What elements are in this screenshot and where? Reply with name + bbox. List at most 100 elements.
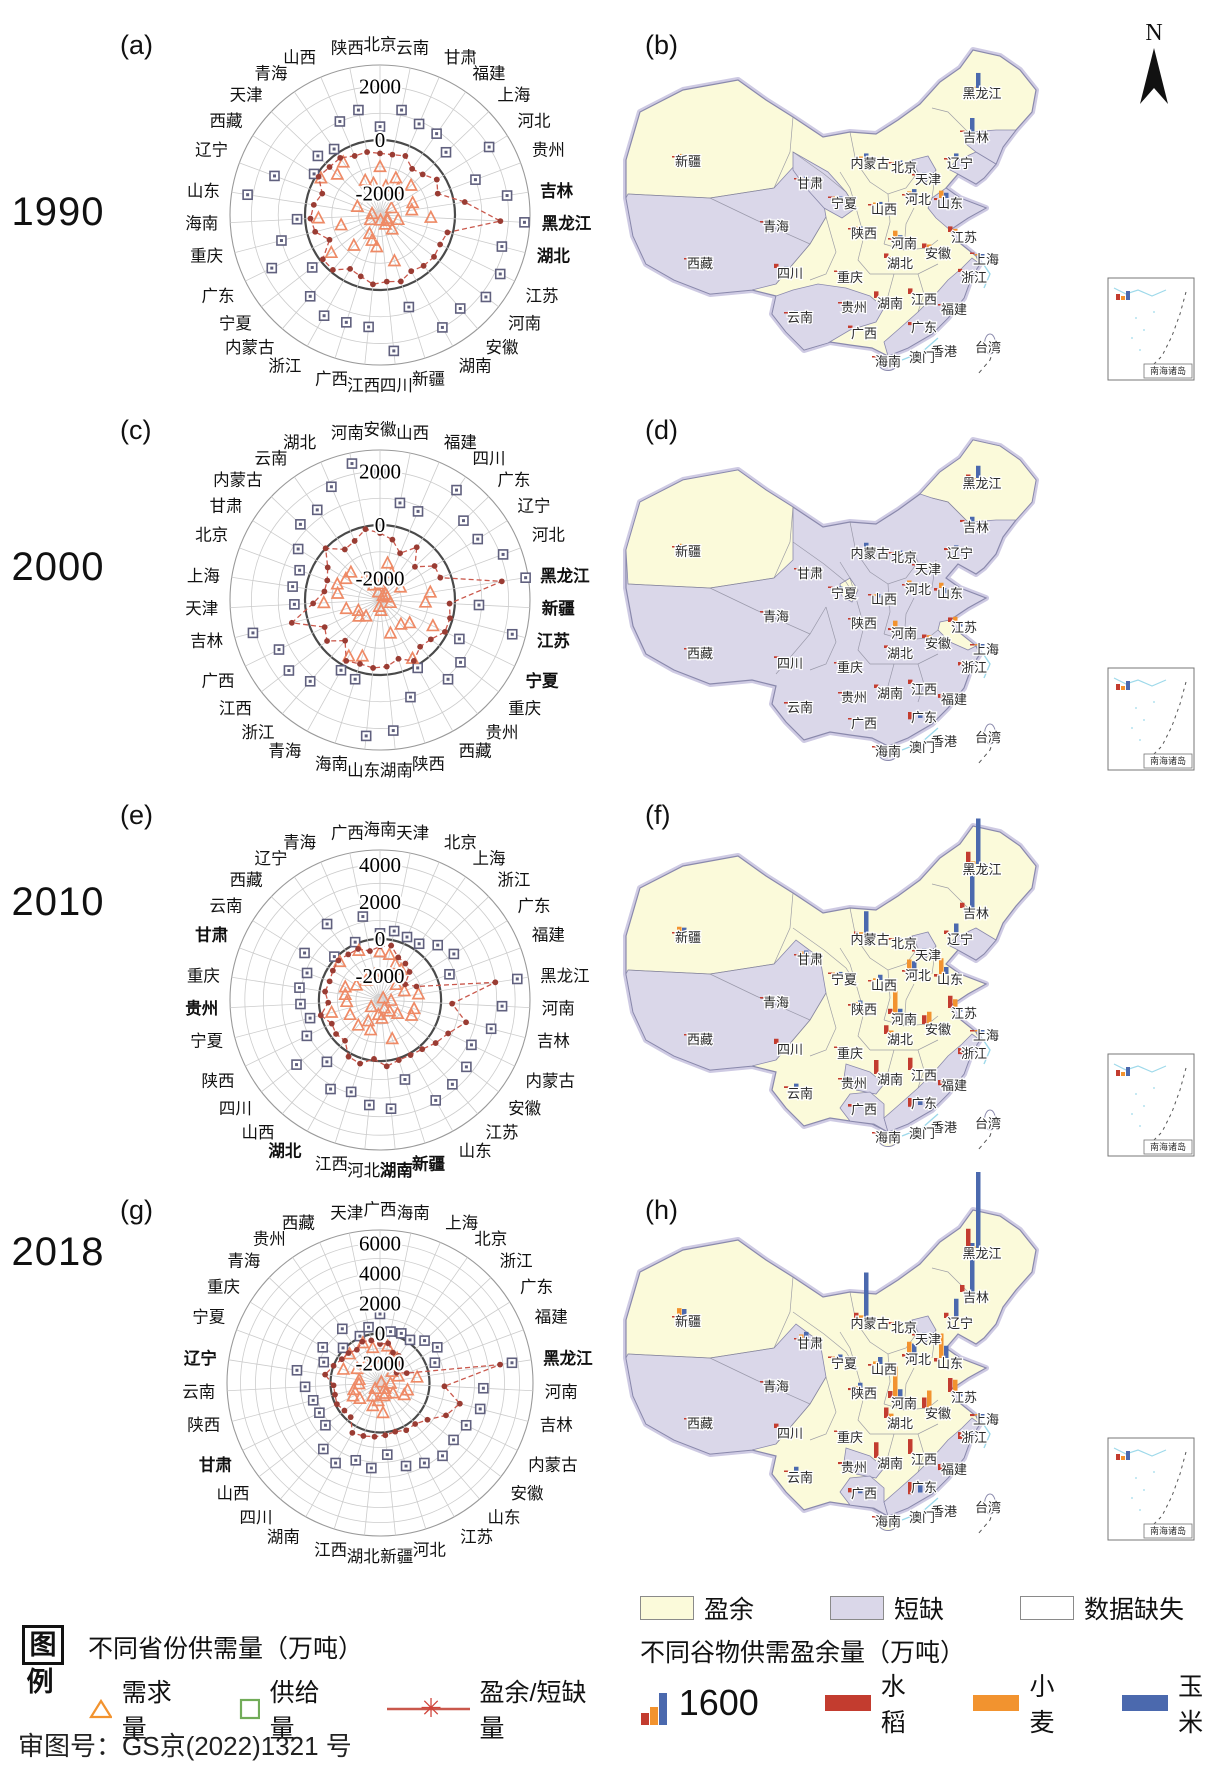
province-label-青海: 青海 (268, 742, 301, 761)
province-label-广东: 广东 (517, 896, 550, 915)
map-province-label-陕西: 陕西 (851, 226, 877, 241)
map-province-label-四川: 四川 (777, 266, 803, 281)
province-label-甘肃: 甘肃 (210, 496, 243, 515)
map-province-label-湖北: 湖北 (887, 1032, 913, 1047)
map-province-label-澳门: 澳门 (909, 740, 935, 755)
map-province-label-内蒙古: 内蒙古 (850, 546, 889, 561)
province-label-天津: 天津 (330, 1203, 363, 1222)
map-province-label-江西: 江西 (911, 292, 937, 307)
province-label-宁夏: 宁夏 (190, 1032, 223, 1051)
province-label-天津: 天津 (185, 599, 218, 618)
province-label-江西: 江西 (314, 1540, 347, 1559)
province-label-青海: 青海 (254, 64, 287, 83)
map-province-label-浙江: 浙江 (961, 1046, 987, 1061)
map-province-label-辽宁: 辽宁 (947, 546, 973, 561)
region-patch-jilin (965, 129, 1017, 165)
map-province-label-福建: 福建 (941, 1078, 967, 1093)
map-province-label-广西: 广西 (851, 1486, 877, 1501)
map-province-label-湖北: 湖北 (887, 1416, 913, 1431)
map-province-label-陕西: 陕西 (851, 616, 877, 631)
map-province-label-西藏: 西藏 (687, 1032, 713, 1047)
province-label-河南: 河南 (545, 1382, 578, 1401)
map-province-label-新疆: 新疆 (675, 544, 701, 559)
map-province-label-上海: 上海 (973, 1412, 999, 1427)
map-province-label-宁夏: 宁夏 (831, 972, 857, 987)
province-label-内蒙古: 内蒙古 (525, 1071, 575, 1090)
map-province-label-辽宁: 辽宁 (947, 1316, 973, 1331)
province-label-重庆: 重庆 (207, 1278, 240, 1297)
rice-label: 水稻 (880, 1673, 906, 1737)
panel-letter-chart-(c): (c) (120, 415, 152, 445)
map-province-label-陕西: 陕西 (851, 1386, 877, 1401)
province-label-新疆: 新疆 (412, 370, 445, 389)
north-arrow-icon (1140, 48, 1168, 104)
map-province-label-江苏: 江苏 (951, 1390, 977, 1405)
province-label-贵州: 贵州 (486, 723, 519, 742)
map-province-label-青海: 青海 (763, 995, 789, 1010)
inset-label: 南海诸岛 (1150, 755, 1186, 766)
province-label-天津: 天津 (230, 85, 263, 104)
map-province-label-陕西: 陕西 (851, 1002, 877, 1017)
svg-text:2000: 2000 (359, 1292, 401, 1316)
province-label-云南: 云南 (254, 449, 287, 468)
province-label-山西: 山西 (217, 1484, 250, 1503)
map-province-label-湖南: 湖南 (877, 1072, 903, 1087)
legend-provinces: 图 例 不同省份供需量（万吨） 需求量 供给量 ✳ 盈余/短缺量 (0, 1585, 600, 1743)
map-province-label-北京: 北京 (891, 160, 917, 175)
svg-text:2000: 2000 (359, 890, 401, 914)
corn-label: 玉米 (1178, 1673, 1204, 1737)
province-label-广东: 广东 (520, 1278, 553, 1297)
province-label-新疆: 新疆 (542, 598, 576, 618)
map-province-label-广东: 广东 (911, 1096, 937, 1111)
map-province-label-云南: 云南 (787, 1470, 813, 1485)
province-label-海南: 海南 (397, 1203, 430, 1222)
panel-letter-map-(f): (f) (645, 800, 671, 830)
polar-chart-g: 6000 4000 2000 0 -2000 广西 海南上海北京浙江广东福建黑龙江河南吉林内… (182, 1200, 593, 1566)
map-province-label-宁夏: 宁夏 (831, 196, 857, 211)
map-province-label-海南: 海南 (875, 1514, 901, 1529)
province-label-江苏: 江苏 (525, 286, 558, 305)
map-province-label-安徽: 安徽 (925, 1406, 951, 1421)
balance-line-icon: ✳ (387, 1697, 470, 1721)
map-province-label-香港: 香港 (931, 734, 957, 749)
province-label-广东: 广东 (497, 470, 530, 489)
map-province-label-甘肃: 甘肃 (797, 566, 823, 581)
map-province-label-湖北: 湖北 (887, 646, 913, 661)
map-province-label-北京: 北京 (891, 1320, 917, 1335)
province-label-西藏: 西藏 (210, 111, 243, 130)
map-province-label-河北: 河北 (905, 1352, 931, 1367)
hainan-island (878, 357, 898, 371)
province-label-西藏: 西藏 (282, 1213, 315, 1232)
map-province-label-青海: 青海 (763, 609, 789, 624)
legend-balance-label: 盈余/短缺量 (479, 1679, 587, 1743)
map-province-label-安徽: 安徽 (925, 1022, 951, 1037)
year-label-2018: 2018 (11, 1230, 105, 1274)
province-label-内蒙古: 内蒙古 (225, 338, 275, 357)
region-patch-coastal_se (883, 257, 981, 357)
map-province-label-浙江: 浙江 (961, 660, 987, 675)
province-label-浙江: 浙江 (500, 1251, 533, 1270)
corn-swatch (1122, 1695, 1169, 1711)
map-province-label-西藏: 西藏 (687, 646, 713, 661)
legend-provinces-title: 不同省份供需量（万吨） (88, 1635, 364, 1663)
region-patch-shandong (927, 187, 987, 231)
province-label-贵州: 贵州 (185, 998, 218, 1018)
map-province-label-河北: 河北 (905, 968, 931, 983)
map-province-label-台湾: 台湾 (975, 1500, 1001, 1515)
map-province-label-吉林: 吉林 (963, 1290, 989, 1305)
inset-label: 南海诸岛 (1150, 1141, 1186, 1152)
legend-supply-label: 供给量 (269, 1679, 320, 1743)
province-label-海南: 海南 (185, 214, 218, 233)
province-label-北京: 北京 (364, 35, 397, 54)
map-province-label-贵州: 贵州 (841, 1460, 867, 1475)
map-province-label-内蒙古: 内蒙古 (850, 932, 889, 947)
hainan-island (878, 1133, 898, 1147)
rice-swatch (824, 1695, 871, 1711)
province-label-广西: 广西 (315, 370, 348, 389)
province-label-浙江: 浙江 (268, 357, 301, 376)
panel-letter-chart-(e): (e) (120, 800, 153, 830)
map-province-label-吉林: 吉林 (963, 130, 989, 145)
polar-chart-e: 4000 2000 0 -2000 海南 天津北京上海浙江广东福建黑龙江河南吉林内蒙古安徽… (185, 820, 589, 1180)
